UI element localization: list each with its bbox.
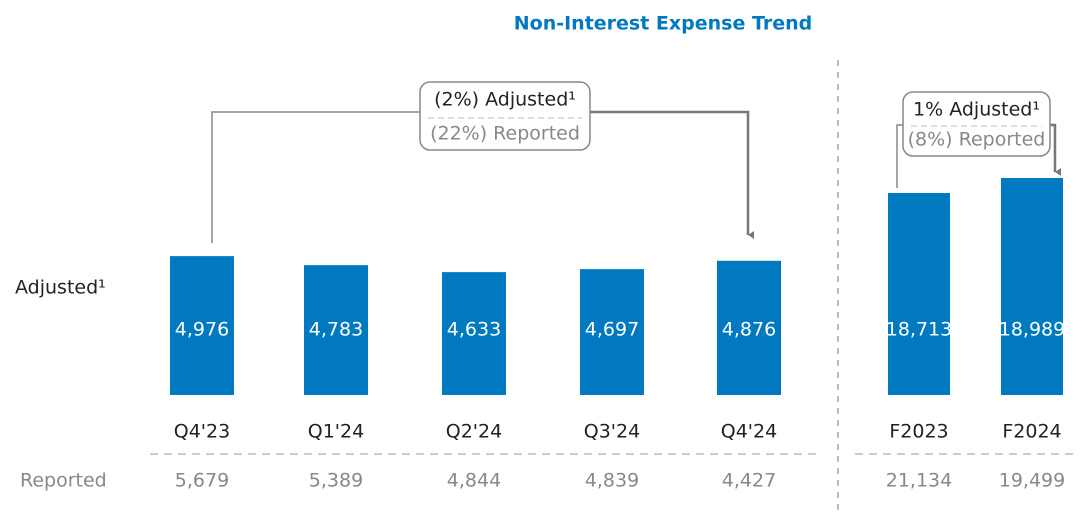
x-tick-label: Q4'24: [721, 421, 777, 443]
value-label: 18,713: [886, 319, 952, 341]
x-tick-label: Q4'23: [174, 421, 230, 443]
bar: [442, 272, 506, 395]
x-tick-label: Q1'24: [308, 421, 364, 443]
value-label: 4,783: [309, 319, 363, 341]
bar: [717, 260, 781, 395]
reported-label: 21,134: [886, 470, 952, 492]
annotation: (22%) Reported: [430, 123, 580, 145]
annotation-box: [902, 91, 1051, 157]
reported-label: 4,844: [447, 470, 501, 492]
x-tick-label: F2023: [889, 421, 948, 443]
value-label: 18,989: [999, 319, 1065, 341]
annotation: (2%) Adjusted¹: [434, 89, 576, 111]
bar: [580, 269, 644, 395]
chart-title: Non-Interest Expense Trend: [514, 13, 813, 35]
annotation-box: [419, 81, 591, 151]
reported-label: 4,839: [585, 470, 639, 492]
value-label: 4,976: [175, 319, 229, 341]
bar: [170, 256, 234, 395]
connector-arrow: [1050, 123, 1055, 172]
reported-label: 5,679: [175, 470, 229, 492]
x-tick-label: Q3'24: [584, 421, 640, 443]
value-label: 4,697: [585, 319, 639, 341]
bar: [888, 193, 950, 395]
annotation: 1% Adjusted¹: [913, 99, 1040, 121]
bar: [1001, 177, 1063, 395]
value-label: 4,633: [447, 319, 501, 341]
annotation: (8%) Reported: [908, 129, 1046, 151]
x-tick-label: Q2'24: [446, 421, 502, 443]
connector: [211, 111, 420, 243]
bar: [304, 265, 368, 395]
row-label: Adjusted¹: [15, 277, 106, 299]
connector-arrow: [590, 110, 748, 235]
x-tick-label: F2024: [1002, 421, 1061, 443]
connector: [896, 124, 903, 188]
reported-label: 4,427: [722, 470, 776, 492]
reported-label: 19,499: [999, 470, 1065, 492]
value-label: 4,876: [722, 319, 776, 341]
row-label: Reported: [20, 470, 107, 492]
reported-label: 5,389: [309, 470, 363, 492]
